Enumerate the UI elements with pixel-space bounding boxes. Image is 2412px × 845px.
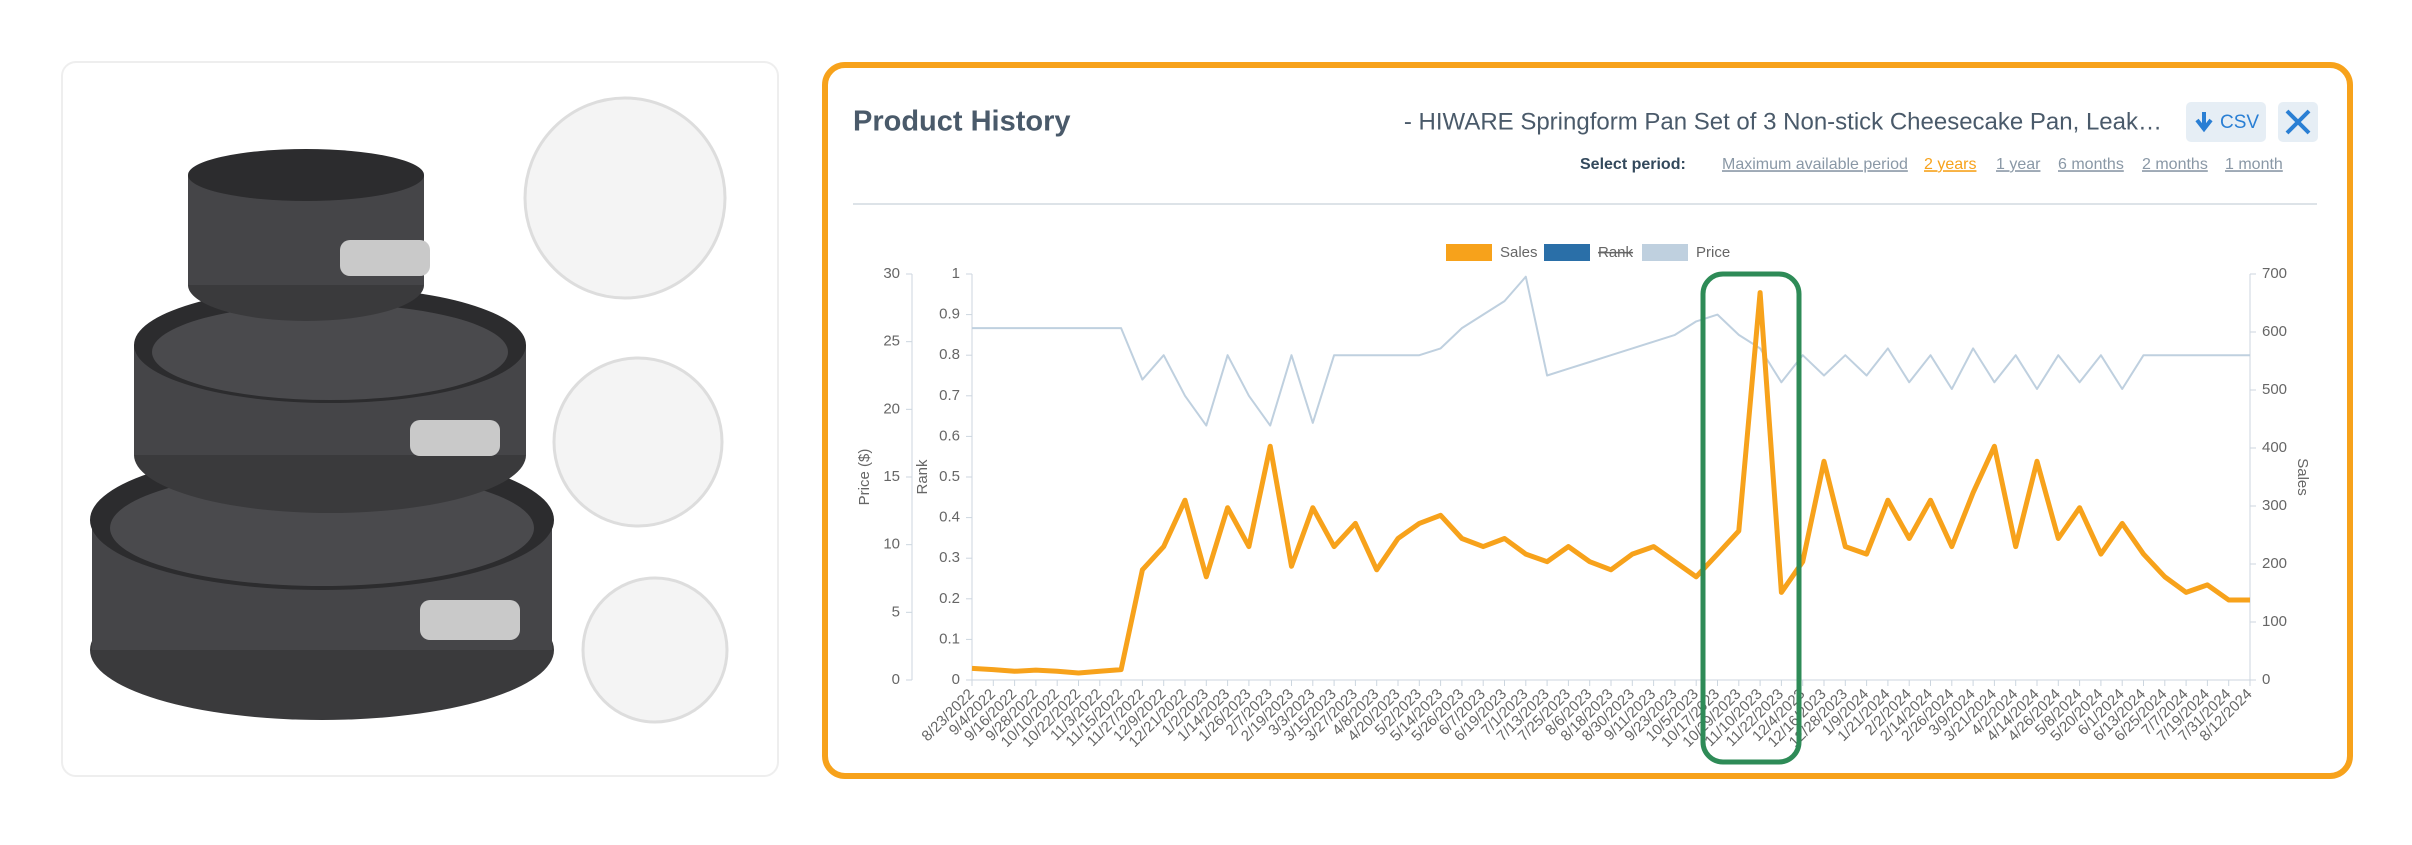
legend-swatch [1446,244,1492,261]
legend-swatch [1544,244,1590,261]
history-panel [822,62,2353,779]
y-tick-label: 700 [2262,265,2287,282]
y-tick-label: 500 [2262,381,2287,398]
y-tick-label: 0.7 [939,387,960,404]
legend-label[interactable]: Price [1696,244,1730,261]
legend-swatch [1642,244,1688,261]
panel-title: Product History [853,106,1071,138]
y-tick-label: 1 [952,265,960,282]
y-tick-label: 0.3 [939,549,960,566]
product-image [61,61,779,777]
y-tick-label: 200 [2262,555,2287,572]
period-label: Select period: [1580,156,1686,173]
y-tick-label: 0 [952,671,960,688]
period-option[interactable]: 2 months [2142,156,2208,173]
legend-label[interactable]: Rank [1598,244,1634,261]
y-tick-label: 15 [883,468,900,485]
y-tick-label: 0.4 [939,509,960,526]
download-icon [2195,112,2213,133]
y-tick-label: 300 [2262,497,2287,514]
highlight-box [1700,271,1802,765]
y-tick-label: 0 [892,671,900,688]
y-tick-label: 400 [2262,439,2287,456]
y-tick-label: 0 [2262,671,2270,688]
y-tick-label: 0.1 [939,630,960,647]
y-tick-label: 0.9 [939,306,960,323]
series-line [972,275,2250,427]
y-tick-label: 0.6 [939,427,960,444]
period-option[interactable]: 6 months [2058,156,2124,173]
csv-label[interactable]: CSV [2220,112,2259,133]
y-tick-label: 0.8 [939,346,960,363]
period-option[interactable]: Maximum available period [1722,156,1908,173]
axis-title: Rank [914,459,931,495]
axis-title: Sales [2294,458,2311,496]
y-tick-label: 25 [883,333,900,350]
axis-title: Price ($) [856,449,873,506]
legend-label[interactable]: Sales [1500,244,1538,261]
period-option[interactable]: 1 year [1996,156,2041,173]
y-tick-label: 30 [883,265,900,282]
period-option[interactable]: 2 years [1924,156,1976,173]
product-name: - HIWARE Springform Pan Set of 3 Non-sti… [1404,108,2162,135]
y-tick-label: 600 [2262,323,2287,340]
y-tick-label: 5 [892,603,900,620]
y-tick-label: 10 [883,536,900,553]
period-option[interactable]: 1 month [2225,156,2283,173]
y-tick-label: 20 [883,400,900,417]
y-tick-label: 0.2 [939,590,960,607]
y-tick-label: 0.5 [939,468,960,485]
close-icon [2285,109,2311,135]
y-tick-label: 100 [2262,613,2287,630]
series-line [971,290,2250,676]
